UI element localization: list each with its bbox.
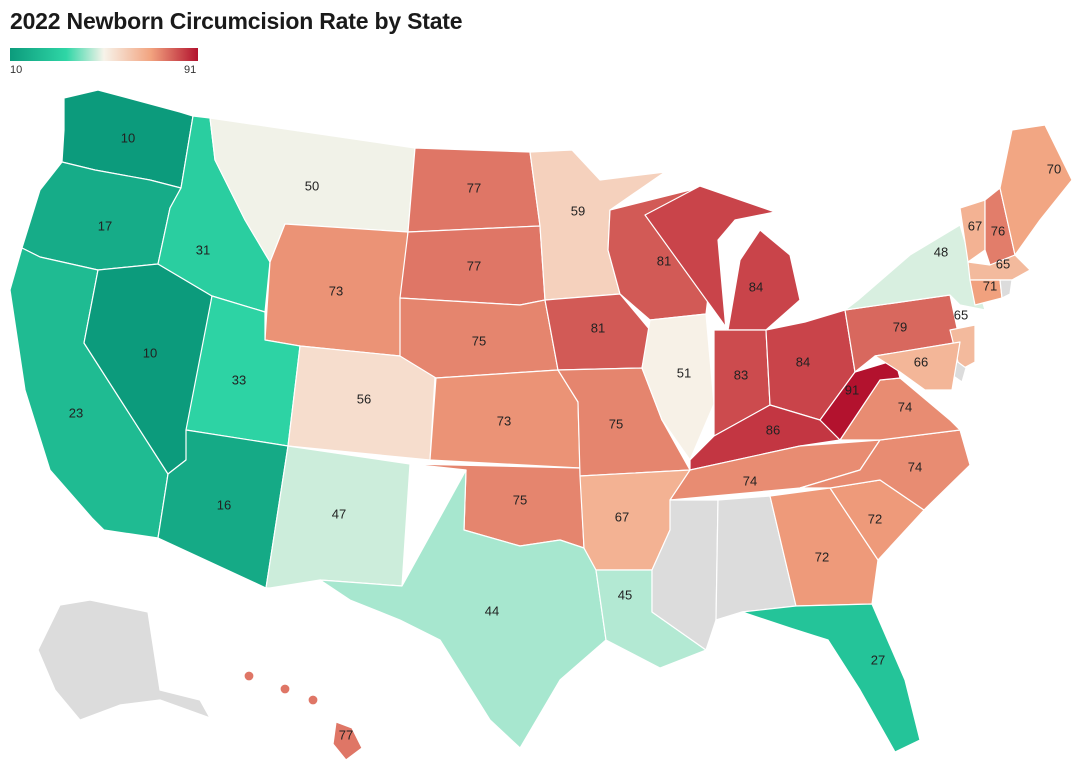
label-MI: 84 — [749, 279, 763, 294]
label-NY: 48 — [934, 244, 948, 259]
label-TX: 44 — [485, 603, 499, 618]
label-WV: 91 — [845, 382, 859, 397]
label-IA: 81 — [591, 320, 605, 335]
label-CA: 23 — [69, 405, 83, 420]
label-SC: 72 — [868, 511, 882, 526]
label-VA: 74 — [898, 399, 912, 414]
state-FL[interactable] — [741, 603, 921, 753]
state-HI-island-3[interactable] — [307, 694, 319, 706]
label-CO: 56 — [357, 391, 371, 406]
label-UT: 33 — [232, 372, 246, 387]
label-NV: 10 — [143, 345, 157, 360]
label-WY: 73 — [329, 283, 343, 298]
label-MT: 50 — [305, 178, 319, 193]
label-PA: 79 — [893, 319, 907, 334]
label-NE: 75 — [472, 333, 486, 348]
label-AR: 67 — [615, 509, 629, 524]
state-AK[interactable] — [37, 599, 211, 721]
label-FL: 27 — [871, 652, 885, 667]
label-MN: 59 — [571, 203, 585, 218]
label-IL: 51 — [677, 365, 691, 380]
label-KY: 86 — [766, 422, 780, 437]
label-MO: 75 — [609, 416, 623, 431]
state-HI-island-big[interactable] — [332, 721, 363, 761]
label-SD: 77 — [467, 258, 481, 273]
label-NH: 76 — [991, 223, 1005, 238]
state-MD[interactable] — [874, 341, 961, 391]
state-CA[interactable] — [9, 247, 169, 539]
label-NM: 47 — [332, 506, 346, 521]
label-KS: 73 — [497, 413, 511, 428]
label-WA: 10 — [121, 130, 135, 145]
label-AZ: 16 — [217, 497, 231, 512]
legend-color-bar — [10, 48, 198, 61]
label-NC: 74 — [908, 459, 922, 474]
label-OH: 84 — [796, 354, 810, 369]
state-HI-island-2[interactable] — [279, 683, 291, 695]
state-TX[interactable] — [319, 469, 607, 749]
state-CO[interactable] — [287, 345, 437, 461]
label-WI: 81 — [657, 253, 671, 268]
label-ND: 77 — [467, 180, 481, 195]
state-HI-group — [243, 670, 363, 761]
label-CT: 71 — [983, 278, 997, 293]
legend-max-label: 91 — [184, 64, 197, 76]
label-ME: 70 — [1047, 161, 1061, 176]
state-NC[interactable] — [799, 429, 971, 511]
map-title: 2022 Newborn Circumcision Rate by State — [10, 8, 463, 34]
label-OK: 75 — [513, 492, 527, 507]
state-RI[interactable] — [999, 279, 1013, 299]
label-GA: 72 — [815, 549, 829, 564]
label-MD: 66 — [914, 354, 928, 369]
label-VT: 67 — [968, 218, 982, 233]
label-ID: 31 — [196, 242, 210, 257]
label-OR: 17 — [98, 218, 112, 233]
label-IN: 83 — [734, 367, 748, 382]
label-TN: 74 — [743, 473, 757, 488]
state-ME[interactable] — [999, 124, 1073, 256]
label-HI: 77 — [339, 727, 353, 742]
state-value-labels: 10 17 23 10 31 33 16 50 73 56 47 77 77 7… — [69, 130, 1061, 742]
label-LA: 45 — [618, 587, 632, 602]
legend-min-label: 10 — [10, 64, 23, 76]
state-HI-island-1[interactable] — [243, 670, 255, 682]
label-NJ: 65 — [954, 307, 968, 322]
state-GA[interactable] — [769, 487, 879, 607]
state-NY[interactable] — [844, 224, 986, 311]
label-MA: 65 — [996, 256, 1010, 271]
